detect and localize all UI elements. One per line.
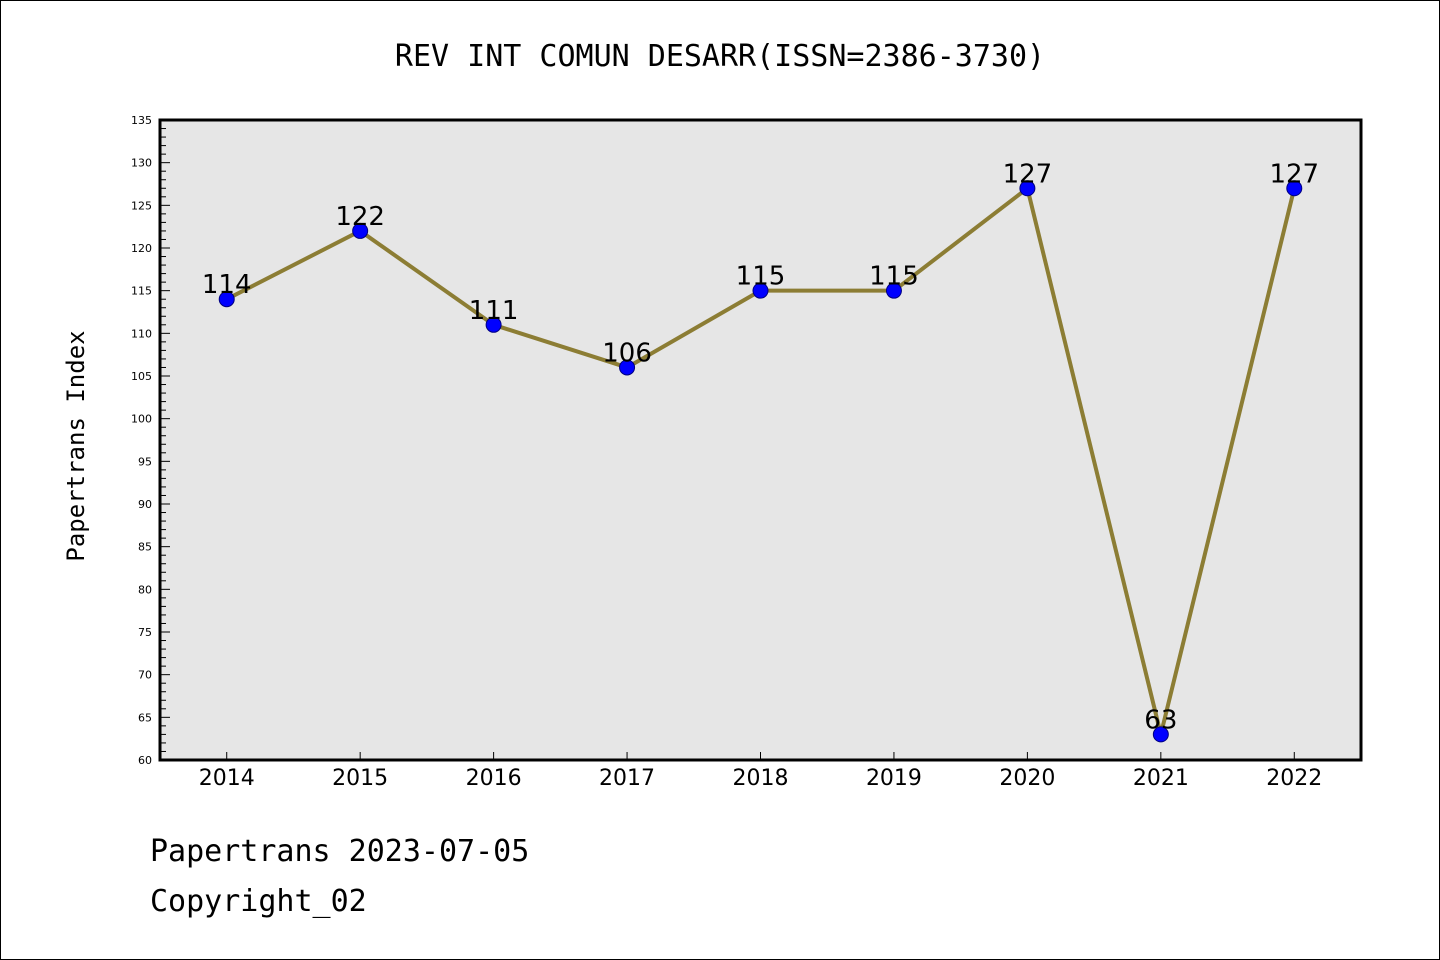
x-tick-label: 2022 <box>1266 766 1322 791</box>
data-label: 127 <box>1269 159 1319 189</box>
y-tick-label: 100 <box>131 413 152 426</box>
y-tick-label: 65 <box>138 711 152 724</box>
data-label: 114 <box>202 270 252 300</box>
x-tick-label: 2020 <box>999 766 1055 791</box>
y-tick-label: 130 <box>131 157 152 170</box>
data-point <box>485 316 502 333</box>
plot-border <box>158 118 1363 762</box>
data-label: 122 <box>335 202 385 232</box>
data-label: 127 <box>1003 159 1053 189</box>
y-tick-label: 60 <box>138 754 152 767</box>
data-point <box>752 282 769 299</box>
y-tick-label: 135 <box>131 114 152 127</box>
y-tick-label: 70 <box>138 669 152 682</box>
data-label: 115 <box>736 262 786 292</box>
data-point <box>1152 726 1169 743</box>
data-label: 106 <box>602 338 652 368</box>
x-axis-ticks: 2014 2015 2016 2017 2018 2019 2020 2021 2022 <box>199 752 1322 791</box>
y-tick-label: 120 <box>131 242 152 255</box>
chart-title: REV INT COMUN DESARR(ISSN=2386-3730) <box>395 39 1045 74</box>
x-tick-label: 2016 <box>466 766 522 791</box>
data-point <box>619 359 636 376</box>
data-point <box>352 222 369 239</box>
data-point <box>885 282 902 299</box>
x-tick-label: 2018 <box>733 766 789 791</box>
x-tick-label: 2021 <box>1133 766 1189 791</box>
data-point <box>218 291 235 308</box>
x-tick-label: 2017 <box>599 766 655 791</box>
footer-copyright: Copyright_02 <box>150 884 367 919</box>
series-layer: 114 122 111 106 115 115 127 63 127 <box>202 159 1319 743</box>
y-tick-label: 105 <box>131 370 152 383</box>
y-tick-label: 95 <box>138 455 152 468</box>
data-label: 115 <box>869 262 919 292</box>
x-tick-label: 2019 <box>866 766 922 791</box>
footer-date: Papertrans 2023-07-05 <box>150 834 530 869</box>
y-tick-label: 110 <box>131 327 152 340</box>
y-tick-label: 75 <box>138 626 152 639</box>
y-tick-label: 80 <box>138 583 152 596</box>
data-label: 111 <box>469 296 519 326</box>
data-label: 63 <box>1144 705 1177 735</box>
y-tick-label: 115 <box>131 285 152 298</box>
x-tick-label: 2014 <box>199 766 255 791</box>
y-axis-label: Papertrans Index <box>62 330 90 561</box>
y-tick-label: 85 <box>138 541 152 554</box>
data-point <box>1286 180 1303 197</box>
y-tick-label: 90 <box>138 498 152 511</box>
data-point <box>1019 180 1036 197</box>
y-axis-ticks: 60 65 70 75 80 85 90 95 100 105 110 115 120 125 130 135 <box>131 114 170 767</box>
x-tick-label: 2015 <box>332 766 388 791</box>
y-tick-label: 125 <box>131 199 152 212</box>
